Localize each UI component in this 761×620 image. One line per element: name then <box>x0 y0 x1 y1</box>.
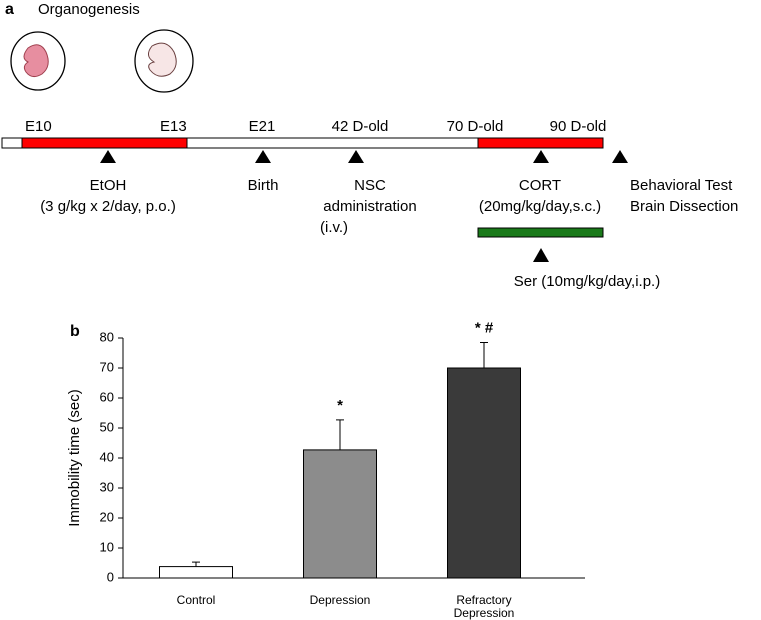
title: Organogenesis <box>38 1 140 18</box>
y-tick-label: 0 <box>107 569 114 584</box>
event: CORT <box>519 177 561 194</box>
y-tick-label: 70 <box>100 359 114 374</box>
arrows <box>100 150 628 262</box>
y-tick-label: 80 <box>100 329 114 344</box>
x-tick-label: Refractory Depression <box>453 593 515 620</box>
event: (3 g/kg x 2/day, p.o.) <box>40 198 176 215</box>
treatment-bar <box>477 227 604 238</box>
event: Birth <box>248 177 279 194</box>
embryo <box>148 42 177 77</box>
timepoint: E10 <box>25 118 52 135</box>
event: Ser (10mg/kg/day,i.p.) <box>514 273 660 290</box>
timepoint: 90 D-old <box>550 118 607 135</box>
panel-label: a <box>5 1 14 18</box>
timepoint: 70 D-old <box>447 118 504 135</box>
bar <box>303 449 377 579</box>
x-tick-label: Depression <box>309 593 371 607</box>
exposure-bar <box>477 137 604 149</box>
bar <box>447 367 521 579</box>
event: EtOH <box>90 177 127 194</box>
embryo <box>23 44 49 78</box>
event: administration <box>323 198 416 215</box>
y-tick-label: 40 <box>100 449 114 464</box>
y-tick-label: 20 <box>100 509 114 524</box>
x-tick-label: Control <box>176 593 216 607</box>
bar <box>159 566 233 579</box>
event: (i.v.) <box>320 219 348 236</box>
timepoint: E13 <box>160 118 187 135</box>
y-tick-label: 30 <box>100 479 114 494</box>
annotation: * # <box>475 319 494 336</box>
event: Brain Dissection <box>630 198 738 215</box>
panel-label: b <box>70 323 80 340</box>
exposure-bar <box>21 137 188 149</box>
timepoint: E21 <box>249 118 276 135</box>
y-tick-label: 50 <box>100 419 114 434</box>
timepoint: 42 D-old <box>332 118 389 135</box>
event: NSC <box>354 177 386 194</box>
y-axis-label: Immobility time (sec) <box>66 389 83 527</box>
annotation: * <box>337 397 343 414</box>
event: (20mg/kg/day,s.c.) <box>479 198 601 215</box>
y-tick-label: 60 <box>100 389 114 404</box>
y-tick-label: 10 <box>100 539 114 554</box>
event: Behavioral Test <box>630 177 733 194</box>
